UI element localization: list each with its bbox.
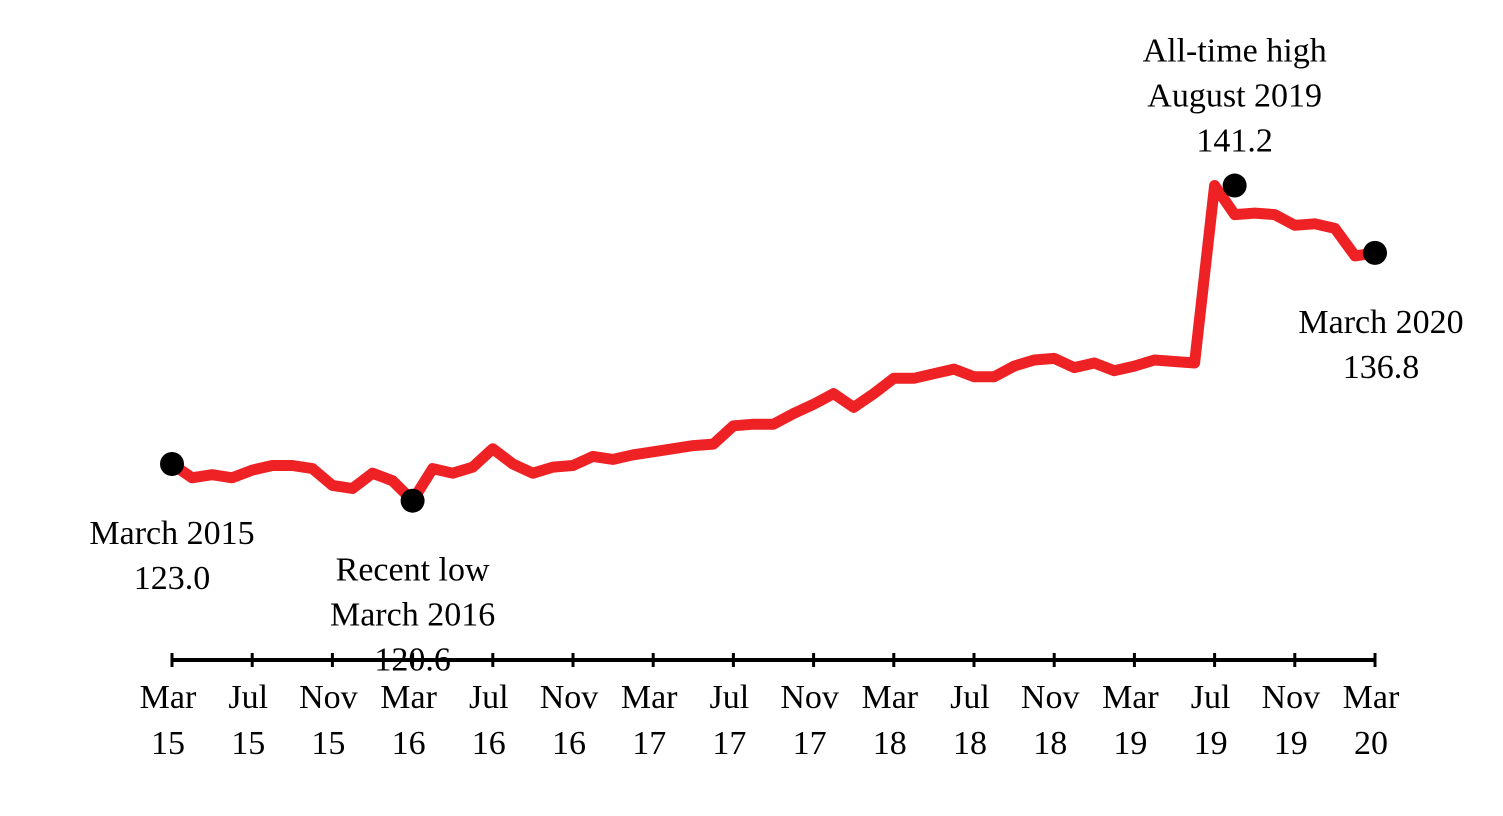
x-tick-label-year: 20 <box>1354 725 1388 762</box>
annotation-2-line-2: 141.2 <box>1196 123 1273 160</box>
x-tick-label-year: 16 <box>392 725 426 762</box>
annotation-3-line-0: March 2020 <box>1298 304 1463 341</box>
annotation-1-line-0: Recent low <box>336 552 490 589</box>
x-tick-label-month: Jul <box>1191 679 1231 716</box>
x-tick-label-month: Jul <box>710 679 750 716</box>
annotated-point-1 <box>400 488 425 513</box>
x-tick-label-month: Nov <box>540 679 599 716</box>
x-tick-label-year: 17 <box>793 725 827 762</box>
x-tick-label-month: Nov <box>299 679 358 716</box>
marker-layer <box>160 173 1387 513</box>
annotation-3-line-1: 136.8 <box>1343 349 1420 386</box>
x-tick-label-month: Nov <box>1262 679 1321 716</box>
x-tick-label-month: Jul <box>950 679 990 716</box>
x-tick-label-year: 18 <box>1033 725 1067 762</box>
x-tick-label-month: Mar <box>140 679 197 716</box>
x-tick-label-year: 18 <box>953 725 987 762</box>
annotated-point-3 <box>1363 240 1387 265</box>
annotation-2-line-0: All-time high <box>1143 33 1327 70</box>
x-tick-label-month: Mar <box>1343 679 1400 716</box>
annotated-point-2 <box>1222 173 1247 198</box>
annotated-point-0 <box>160 452 184 476</box>
x-axis: Mar 15 Jul 15 Nov 15 Mar 16 Jul 16 Nov 16 Mar 17 Jul 17… <box>140 653 1400 762</box>
x-tick-label-month: Nov <box>1021 679 1080 716</box>
x-tick-label-year: 17 <box>712 725 746 762</box>
series-layer <box>166 180 1381 507</box>
x-tick-label-year: 19 <box>1113 725 1147 762</box>
annotation-0-line-1: 123.0 <box>134 560 211 597</box>
x-tick-label-month: Mar <box>621 679 678 716</box>
x-tick-label-month: Mar <box>380 679 437 716</box>
x-tick-label-year: 16 <box>552 725 586 762</box>
annotation-0-line-0: March 2015 <box>89 515 254 552</box>
x-tick-label-month: Jul <box>228 679 268 716</box>
annotation-2-line-1: August 2019 <box>1147 78 1322 115</box>
x-tick-label-year: 18 <box>873 725 907 762</box>
series-line-0 <box>166 180 1381 507</box>
x-tick-label-year: 15 <box>151 725 185 762</box>
x-tick-label-month: Jul <box>469 679 509 716</box>
x-tick-label-year: 16 <box>472 725 506 762</box>
x-tick-label-year: 19 <box>1194 725 1228 762</box>
x-tick-label-year: 15 <box>231 725 265 762</box>
x-tick-label-year: 17 <box>632 725 666 762</box>
x-tick-label-month: Mar <box>861 679 918 716</box>
x-tick-label-year: 19 <box>1274 725 1308 762</box>
x-tick-label-month: Nov <box>780 679 839 716</box>
x-tick-label-month: Mar <box>1102 679 1159 716</box>
x-tick-label-year: 15 <box>311 725 345 762</box>
annotation-1-line-1: March 2016 <box>330 597 495 634</box>
